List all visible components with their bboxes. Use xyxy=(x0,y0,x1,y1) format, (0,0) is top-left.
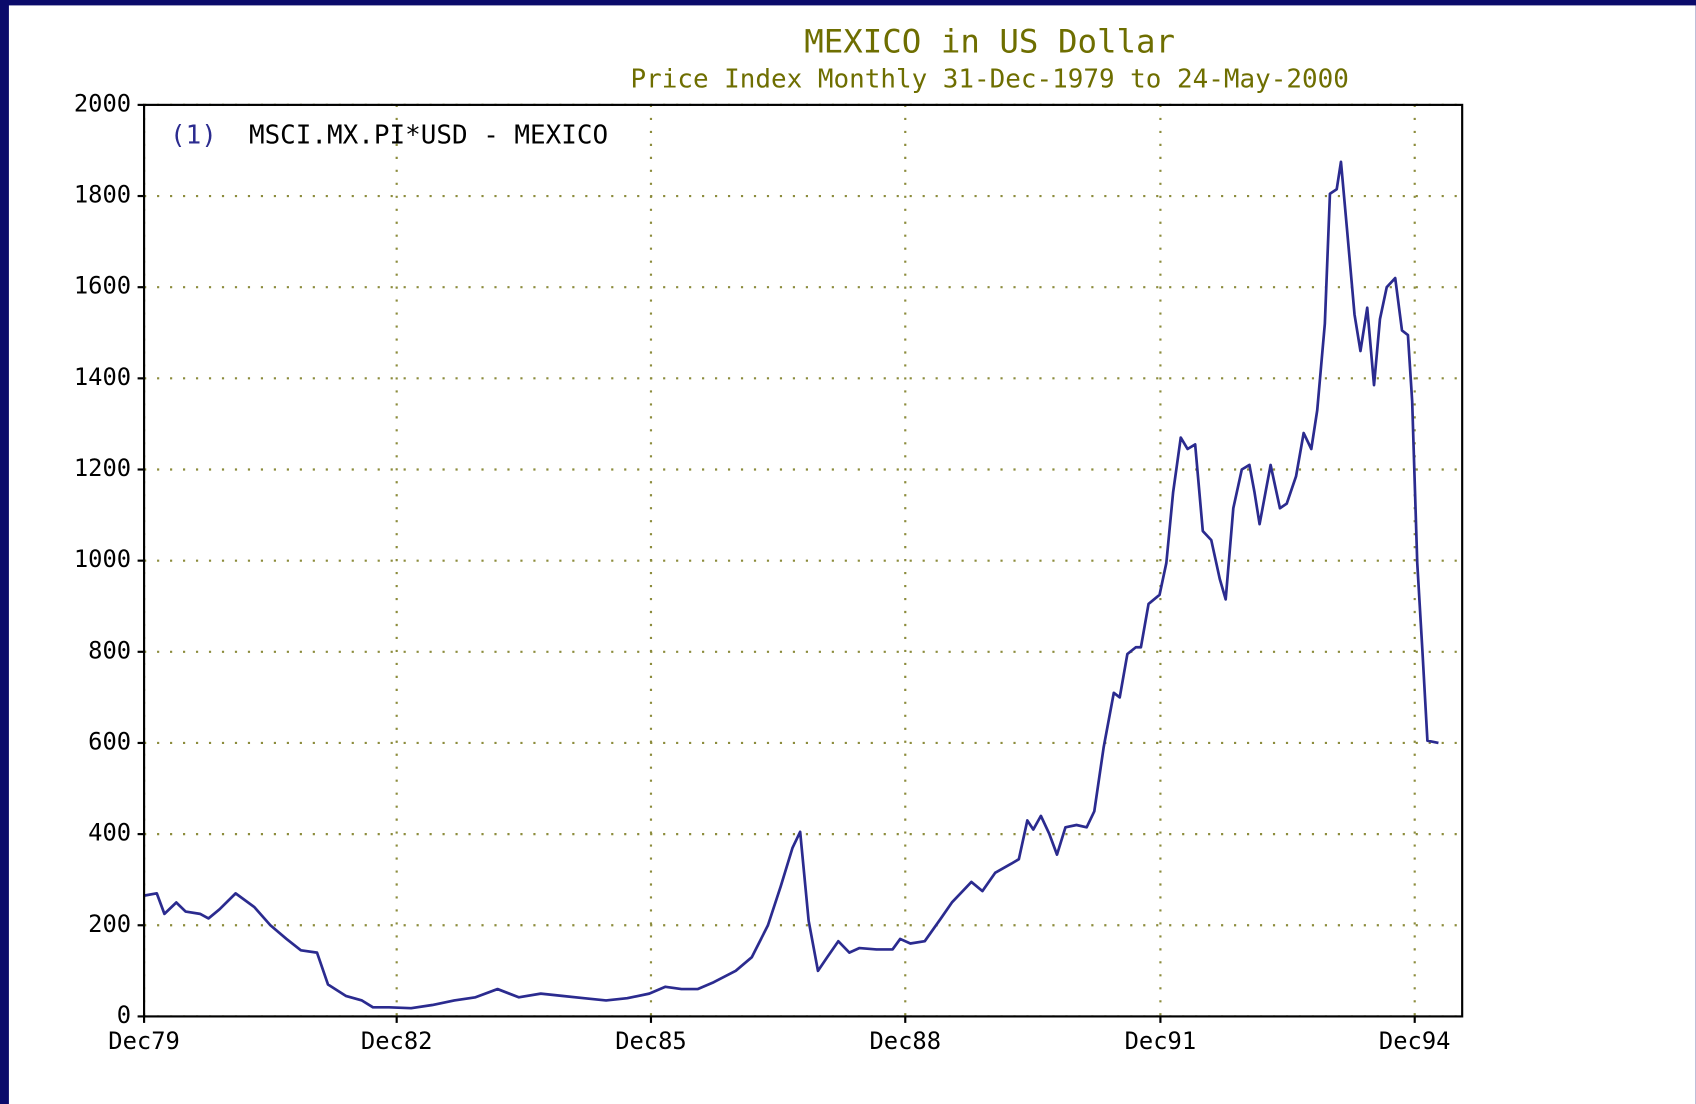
y-tick-label: 200 xyxy=(88,910,131,938)
y-tick-label: 2000 xyxy=(74,89,131,117)
plot xyxy=(143,160,1439,1010)
legend-label: MSCI.MX.PI*USD - MEXICO xyxy=(249,121,608,151)
y-tick-label: 1800 xyxy=(74,181,131,209)
x-tick-label: Dec85 xyxy=(615,1027,687,1055)
y-tick-label: 800 xyxy=(88,636,131,664)
y-tick-label: 400 xyxy=(88,819,131,847)
chart-background xyxy=(8,5,1696,1104)
y-tick-label: 0 xyxy=(117,1001,131,1029)
legend-index: (1) xyxy=(170,121,217,151)
y-tick-label: 1400 xyxy=(74,363,131,391)
x-tick-label: Dec82 xyxy=(361,1027,433,1055)
y-tick-label: 1600 xyxy=(74,272,131,300)
y-tick-label: 600 xyxy=(88,727,131,755)
x-tick-label: Dec88 xyxy=(869,1027,941,1055)
data-line xyxy=(143,160,1439,1010)
chart-title: MEXICO in US Dollar xyxy=(804,22,1175,60)
y-tick-label: 1200 xyxy=(74,454,131,482)
x-tick-label: Dec91 xyxy=(1125,1027,1197,1055)
y-tick-label: 1000 xyxy=(74,545,131,573)
plot-frame xyxy=(142,103,1464,1018)
x-tick-label: Dec79 xyxy=(108,1027,180,1055)
x-tick-label: Dec94 xyxy=(1379,1027,1451,1055)
chart-subtitle: Price Index Monthly 31-Dec-1979 to 24-Ma… xyxy=(630,65,1348,95)
